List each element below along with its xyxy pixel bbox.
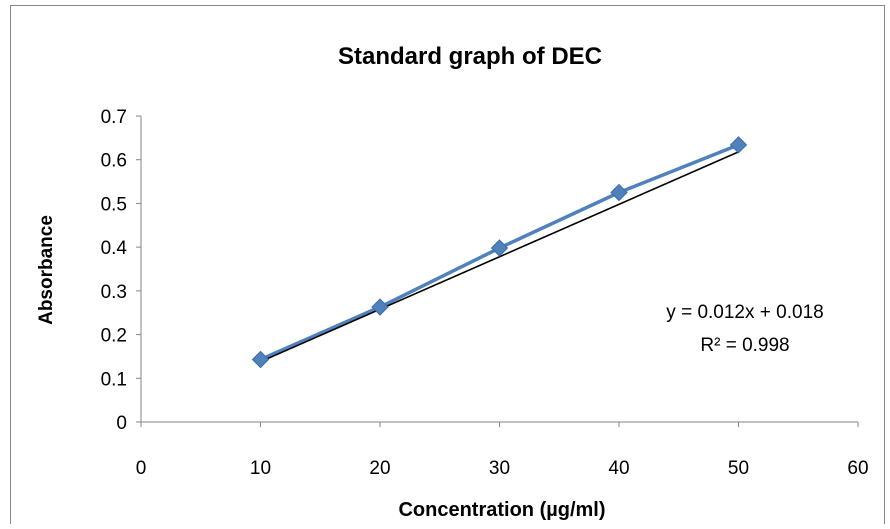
y-tick-label: 0 <box>116 413 127 434</box>
markers <box>251 136 748 369</box>
x-tick-label: 60 <box>847 458 868 479</box>
trendline-layer <box>260 151 739 363</box>
y-tick-label: 0.2 <box>101 326 127 347</box>
y-tick-label: 0.6 <box>101 151 127 172</box>
y-tick-label: 0.3 <box>101 282 127 303</box>
x-tick-label: 30 <box>489 458 510 479</box>
axes <box>136 115 859 427</box>
y-tick-label: 0.5 <box>101 194 127 215</box>
data-point-marker <box>251 350 270 369</box>
r-squared-label: R² = 0.998 <box>700 335 789 356</box>
trendline <box>260 151 739 363</box>
trendline-equation: y = 0.012x + 0.018 <box>666 302 823 323</box>
chart-border <box>10 5 885 529</box>
data-point-marker <box>729 136 748 154</box>
x-tick-label: 10 <box>250 458 271 479</box>
data-point-marker <box>610 183 628 202</box>
data-point-marker <box>490 239 509 257</box>
x-tick-label: 40 <box>608 458 629 479</box>
x-tick-label: 0 <box>136 458 147 479</box>
chart-title: Standard graph of DEC <box>338 43 602 70</box>
y-tick-label: 0.7 <box>101 107 127 128</box>
tick-labels: 0 0.1 0.2 0.3 0.4 0.5 0.6 0.7 0 10 20 30 40 50 60 <box>101 107 869 479</box>
x-axis-label: Concentration (µg/ml) <box>398 499 605 521</box>
x-tick-label: 20 <box>369 458 390 479</box>
y-axis-label: Absorbance <box>36 215 57 325</box>
y-tick-label: 0.4 <box>101 238 128 259</box>
y-tick-label: 0.1 <box>101 369 127 390</box>
x-tick-label: 50 <box>728 458 749 479</box>
data-point-marker <box>371 298 389 316</box>
